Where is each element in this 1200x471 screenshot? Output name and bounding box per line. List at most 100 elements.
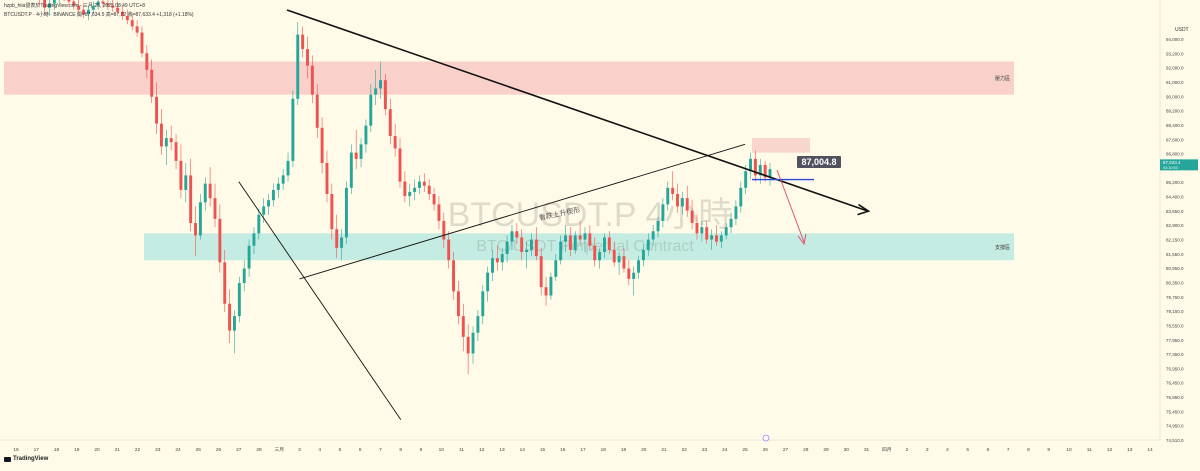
candle-body bbox=[520, 237, 524, 252]
candle bbox=[252, 227, 256, 255]
candle-body bbox=[179, 160, 183, 190]
candle-body bbox=[286, 160, 290, 176]
candle-body bbox=[437, 204, 441, 221]
time-axis-tick: 17 bbox=[34, 447, 40, 453]
candle-body bbox=[710, 235, 714, 240]
time-axis-tick: 3 bbox=[926, 447, 929, 453]
time-axis-tick: 27 bbox=[783, 447, 789, 453]
candle-body bbox=[671, 187, 675, 195]
candle-body bbox=[374, 88, 378, 95]
time-axis-tick: 24 bbox=[175, 447, 181, 453]
candle bbox=[539, 247, 543, 296]
candle bbox=[685, 185, 689, 217]
candle bbox=[159, 109, 163, 155]
candle bbox=[432, 187, 436, 211]
symbol-info-line[interactable]: BTCUSDT.P · 4小時 · BINANCE 開=87,634.5 高=8… bbox=[4, 12, 194, 18]
candle bbox=[578, 220, 582, 246]
current-price-tag: 87,633.403:10:53 bbox=[1160, 159, 1198, 171]
target-zone bbox=[752, 138, 810, 153]
trend-arrowhead bbox=[857, 203, 871, 216]
candle-body bbox=[607, 237, 611, 250]
candle-body bbox=[194, 222, 197, 236]
candle bbox=[296, 22, 300, 106]
price-axis-tick: 93,200.0 bbox=[1166, 51, 1184, 56]
candle bbox=[554, 254, 558, 281]
time-axis-tick: 11 bbox=[459, 447, 464, 453]
time-axis-tick: 9 bbox=[420, 447, 423, 453]
candle-body bbox=[510, 231, 514, 242]
candle bbox=[242, 260, 246, 292]
candle bbox=[641, 243, 645, 267]
price-axis-tick: 90,000.0 bbox=[1166, 94, 1184, 99]
time-axis-tick: 7 bbox=[379, 447, 382, 453]
candle-body bbox=[228, 303, 232, 331]
time-axis-tick: 10 bbox=[439, 447, 445, 453]
candle-body bbox=[466, 336, 470, 354]
candle bbox=[306, 36, 309, 79]
price-axis-tick: 80,950.0 bbox=[1166, 266, 1184, 271]
candle-body bbox=[271, 189, 275, 201]
current-price-countdown: 03:10:53 bbox=[1163, 166, 1178, 170]
time-axis-tick: 13 bbox=[499, 447, 505, 453]
support-label: 支撐區 bbox=[995, 244, 1010, 251]
candle-body bbox=[86, 9, 90, 14]
candle-body bbox=[96, 1, 100, 6]
candle-body bbox=[223, 262, 227, 304]
resistance-label: 壓力區 bbox=[995, 75, 1010, 82]
tradingview-logo[interactable]: TradingView bbox=[4, 456, 48, 462]
price-axis-tick: 92,000.0 bbox=[1166, 66, 1184, 71]
candle bbox=[646, 233, 650, 257]
candle-body bbox=[641, 249, 645, 261]
candle bbox=[568, 227, 572, 257]
forecast-arrowhead bbox=[797, 233, 807, 246]
time-axis-tick: 16 bbox=[560, 447, 566, 453]
candle-body bbox=[233, 316, 236, 331]
candle bbox=[340, 229, 344, 261]
candle bbox=[72, 0, 76, 10]
candle-body bbox=[705, 227, 709, 240]
time-axis-tick: 31 bbox=[864, 447, 870, 453]
candle-body bbox=[257, 214, 261, 234]
candle bbox=[344, 181, 348, 244]
candle bbox=[413, 179, 417, 201]
candle bbox=[729, 212, 733, 234]
candle bbox=[593, 237, 597, 267]
candle bbox=[452, 251, 456, 300]
price-axis-tick: 85,200.0 bbox=[1166, 180, 1184, 185]
time-axis-tick: 29 bbox=[823, 447, 829, 453]
candle-body bbox=[213, 198, 217, 219]
candle-body bbox=[306, 49, 309, 66]
candle-body bbox=[364, 125, 368, 145]
candle-body bbox=[296, 34, 300, 99]
candle bbox=[325, 150, 329, 203]
candle-body bbox=[354, 152, 358, 159]
candle bbox=[271, 183, 275, 207]
candle bbox=[607, 231, 611, 255]
time-axis-tick: 17 bbox=[580, 447, 586, 453]
candle bbox=[749, 152, 752, 180]
time-axis-tick: 21 bbox=[115, 447, 121, 453]
candle bbox=[418, 175, 421, 195]
candle bbox=[544, 276, 548, 306]
price-axis-tick: 75,450.0 bbox=[1166, 409, 1184, 414]
candle-body bbox=[749, 158, 752, 172]
candle bbox=[724, 222, 728, 240]
wedge-upper-line bbox=[299, 143, 746, 280]
candle-body bbox=[43, 0, 47, 8]
time-axis-tick: 24 bbox=[722, 447, 728, 453]
candle-body bbox=[184, 175, 188, 190]
candle-body bbox=[724, 227, 728, 236]
candle bbox=[179, 144, 183, 199]
candle bbox=[96, 0, 100, 10]
candle bbox=[466, 324, 470, 375]
candle bbox=[719, 231, 723, 248]
candle-body bbox=[164, 138, 168, 147]
candle bbox=[82, 3, 86, 19]
candle-body bbox=[140, 32, 144, 54]
candle bbox=[198, 194, 202, 240]
candle-body bbox=[155, 96, 159, 124]
candle-body bbox=[101, 1, 105, 4]
candle-body bbox=[461, 316, 465, 337]
